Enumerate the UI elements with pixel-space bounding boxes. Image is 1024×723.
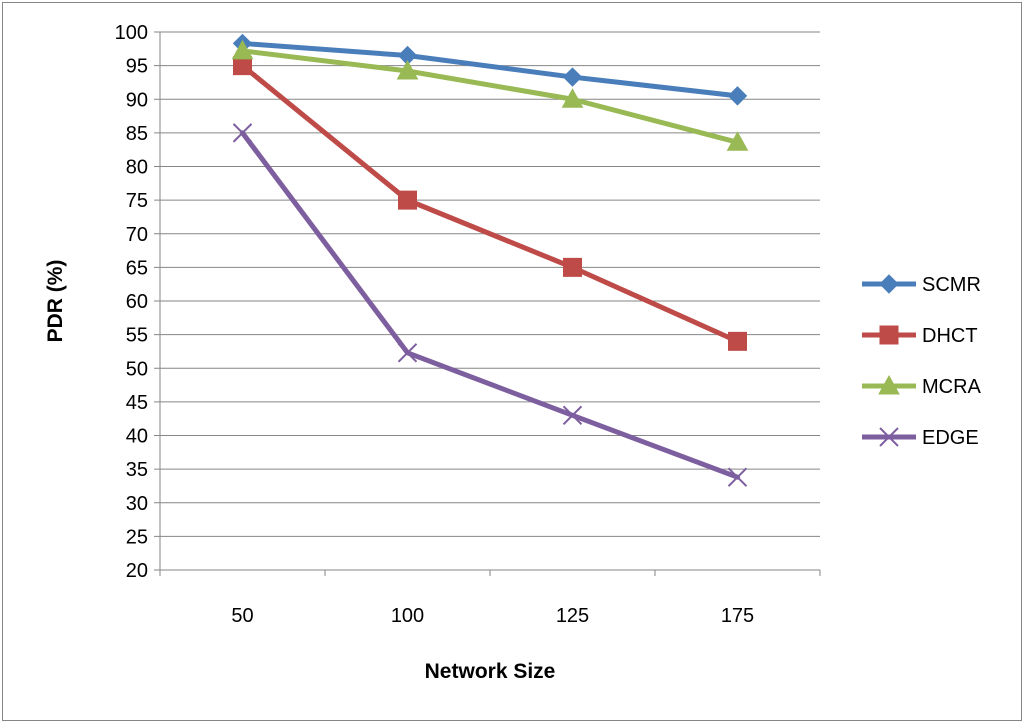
y-tick-label: 30 xyxy=(126,493,148,515)
legend-marker xyxy=(879,427,899,447)
x-tick-label: 175 xyxy=(721,605,754,627)
marker-stroke xyxy=(727,467,748,487)
legend-label: DHCT xyxy=(922,325,978,347)
data-point xyxy=(727,467,748,487)
y-tick-label: 55 xyxy=(126,325,148,347)
series-line xyxy=(240,63,740,344)
x-axis-title: Network Size xyxy=(425,660,556,683)
data-point xyxy=(562,67,583,87)
y-tick-label: 90 xyxy=(126,89,148,111)
data-point xyxy=(398,190,417,210)
y-tick-label: 85 xyxy=(126,123,148,145)
legend-label: SCMR xyxy=(922,274,981,296)
series-mcra xyxy=(231,39,749,151)
series-scmr xyxy=(232,33,748,106)
axes xyxy=(154,31,821,576)
y-tick-label: 65 xyxy=(126,257,148,279)
y-axis-title: PDR (%) xyxy=(44,260,67,343)
plot-series xyxy=(231,33,749,487)
legend-item-mcra: MCRA xyxy=(862,374,982,398)
y-tick-label: 20 xyxy=(126,560,148,582)
legend-label: EDGE xyxy=(922,427,979,449)
y-tick-labels: 20 25 30 35 40 45 50 55 60 65 70 75 80 85 90 95 100 xyxy=(115,22,148,582)
x-tick-label: 50 xyxy=(231,605,253,627)
legend-marker xyxy=(878,374,900,395)
data-point xyxy=(562,405,583,426)
marker-stroke xyxy=(232,123,253,143)
data-point xyxy=(563,257,582,277)
data-point xyxy=(231,39,254,60)
y-tick-label: 45 xyxy=(126,392,148,414)
series-line xyxy=(240,40,740,99)
x-tick-label: 125 xyxy=(556,605,589,627)
y-tick-label: 80 xyxy=(126,157,148,179)
y-tick-label: 70 xyxy=(126,224,148,246)
gridlines xyxy=(160,31,820,537)
legend: SCMR DHCT MCRA EDGE xyxy=(862,274,982,449)
y-tick-label: 25 xyxy=(126,526,148,548)
data-point xyxy=(561,88,584,108)
y-tick-label: 35 xyxy=(126,459,148,481)
data-point xyxy=(397,343,418,363)
legend-marker xyxy=(879,325,899,345)
data-point xyxy=(396,59,419,80)
y-tick-label: 40 xyxy=(126,426,148,448)
y-tick-label: 95 xyxy=(126,56,148,78)
legend-item-dhct: DHCT xyxy=(862,325,978,347)
data-point xyxy=(232,123,253,143)
marker-stroke xyxy=(879,427,899,447)
legend-item-scmr: SCMR xyxy=(862,274,981,296)
y-tick-label: 60 xyxy=(126,291,148,313)
series-dhct xyxy=(233,56,747,351)
marker-stroke xyxy=(397,343,418,363)
series-edge xyxy=(232,123,748,487)
marker-stroke xyxy=(562,405,583,426)
legend-marker xyxy=(879,274,899,294)
data-point xyxy=(726,131,749,151)
series-line xyxy=(240,130,740,480)
y-tick-label: 100 xyxy=(115,22,148,44)
legend-label: MCRA xyxy=(922,376,982,398)
series-line xyxy=(240,48,740,145)
x-tick-labels: 50 100 125 175 xyxy=(231,605,754,627)
data-point xyxy=(727,86,748,106)
legend-item-edge: EDGE xyxy=(862,427,979,449)
y-tick-label: 50 xyxy=(126,358,148,380)
data-point xyxy=(728,331,747,351)
x-tick-label: 100 xyxy=(391,605,424,627)
y-tick-label: 75 xyxy=(126,190,148,212)
